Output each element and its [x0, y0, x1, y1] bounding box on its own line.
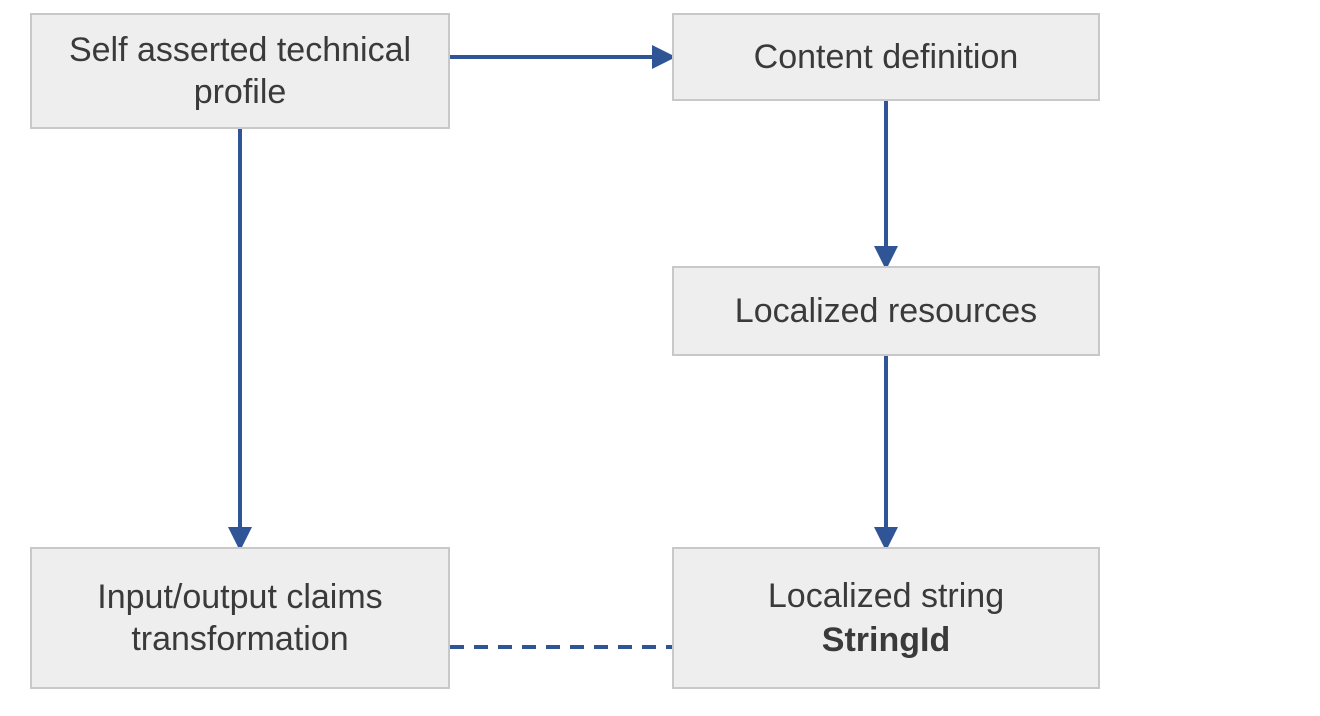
- node-label: Content definition: [754, 36, 1019, 79]
- node-label: Localized string: [768, 575, 1004, 618]
- node-label: Input/output claimstransformation: [97, 576, 382, 661]
- node-self-asserted: Self asserted technicalprofile: [30, 13, 450, 129]
- node-label: Localized resources: [735, 290, 1037, 333]
- node-localized-resources: Localized resources: [672, 266, 1100, 356]
- node-localized-string: Localized stringStringId: [672, 547, 1100, 689]
- node-content-definition: Content definition: [672, 13, 1100, 101]
- node-label: Self asserted technicalprofile: [69, 29, 411, 114]
- node-sublabel: StringId: [822, 619, 950, 662]
- flowchart-diagram: Self asserted technicalprofile Content de…: [0, 0, 1320, 716]
- node-claims-transformation: Input/output claimstransformation: [30, 547, 450, 689]
